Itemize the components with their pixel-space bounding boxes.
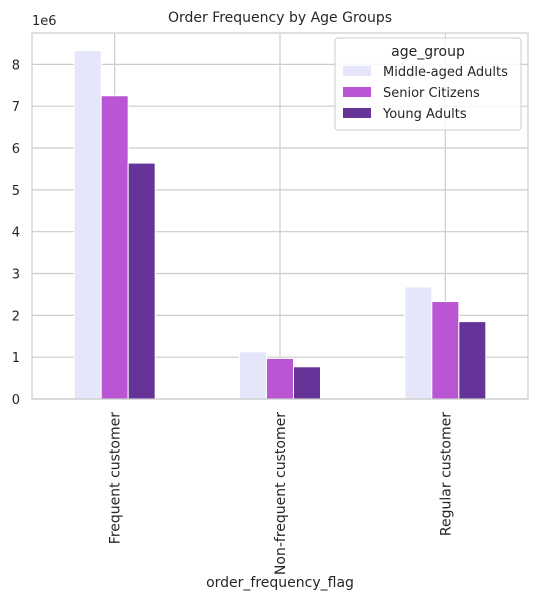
y-tick-label: 8 xyxy=(12,58,20,73)
bar xyxy=(74,51,101,399)
y-tick-label: 2 xyxy=(12,309,20,324)
x-tick-labels: Frequent customer Non-frequent customer Re… xyxy=(108,412,455,575)
legend-label: Middle-aged Adults xyxy=(383,65,508,80)
chart-title: Order Frequency by Age Groups xyxy=(168,10,392,26)
x-tick-label: Regular customer xyxy=(438,412,454,536)
legend: age_group Middle-aged Adults Senior Citiz… xyxy=(335,38,521,130)
y-tick-labels: 0 1 2 3 4 5 6 7 8 xyxy=(12,58,20,408)
bar xyxy=(432,302,459,399)
bar xyxy=(294,367,321,399)
legend-swatch xyxy=(343,66,371,76)
legend-swatch xyxy=(343,108,371,118)
y-tick-label: 4 xyxy=(12,226,20,241)
legend-label: Senior Citizens xyxy=(383,86,480,101)
y-tick-label: 5 xyxy=(12,184,20,199)
x-axis-label: order_frequency_flag xyxy=(206,575,354,591)
y-tick-label: 7 xyxy=(12,100,20,115)
y-tick-label: 1 xyxy=(12,351,20,366)
bar xyxy=(459,322,486,399)
y-tick-label: 6 xyxy=(12,142,20,157)
y-offset-label: 1e6 xyxy=(32,14,57,29)
x-tick-label: Frequent customer xyxy=(108,412,124,544)
bar xyxy=(267,358,294,399)
y-tick-label: 0 xyxy=(12,393,20,408)
legend-label: Young Adults xyxy=(382,107,467,122)
legend-title: age_group xyxy=(391,44,465,60)
bar xyxy=(101,96,128,399)
x-tick-label: Non-frequent customer xyxy=(273,412,289,575)
y-tick-label: 3 xyxy=(12,268,20,283)
bar xyxy=(240,352,267,399)
bar xyxy=(405,287,432,399)
legend-swatch xyxy=(343,87,371,97)
bar xyxy=(128,163,155,399)
